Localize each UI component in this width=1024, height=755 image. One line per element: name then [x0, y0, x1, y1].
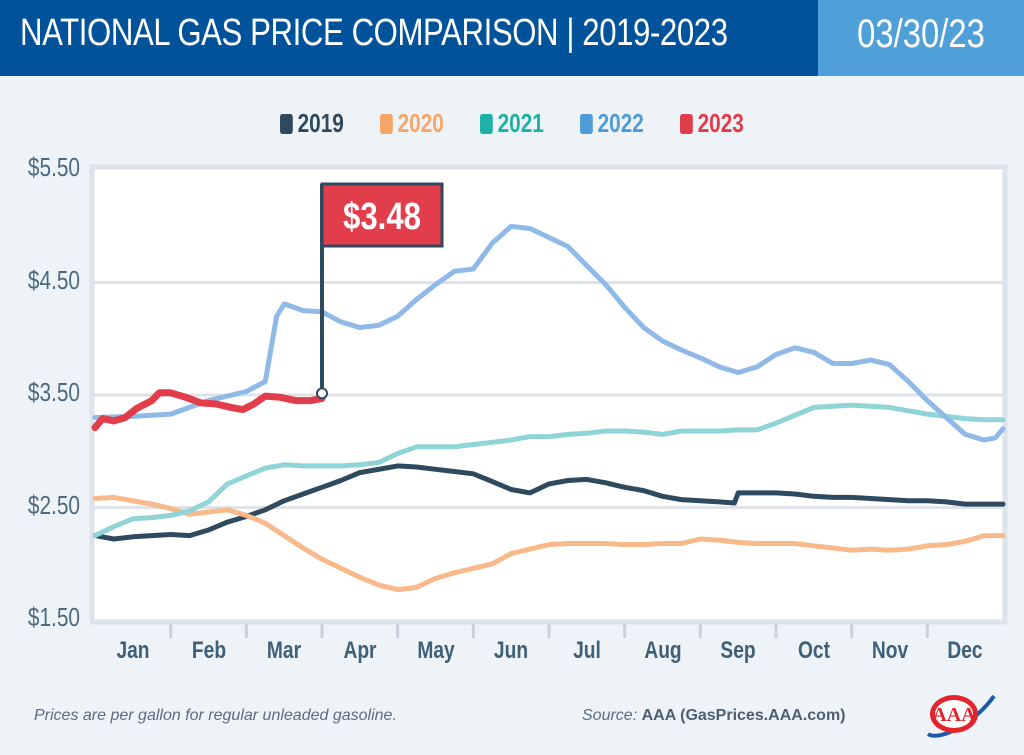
source: Source: AAA (GasPrices.AAA.com) [582, 707, 846, 725]
y-tick-label: $1.50 [27, 602, 80, 632]
series-line-2023 [91, 389, 326, 432]
date-label: 03/30/23 [857, 12, 985, 56]
source-value: AAA (GasPrices.AAA.com) [641, 707, 846, 724]
legend-swatch [679, 113, 693, 134]
legend-swatch [579, 113, 593, 134]
legend-swatch [280, 113, 294, 134]
legend-item-2022: 2022 [579, 108, 644, 139]
x-tick-label: May [416, 637, 455, 664]
series-line-2020 [92, 494, 1006, 593]
aaa-logo-icon: AAA [926, 694, 996, 738]
x-tick-label: Oct [797, 637, 830, 664]
x-ticks [169, 624, 929, 638]
legend-item-2020: 2020 [380, 108, 444, 139]
legend-label: 2020 [397, 108, 445, 138]
title-bar: NATIONAL GAS PRICE COMPARISON | 2019-202… [0, 0, 818, 76]
x-tick-label: Dec [947, 637, 983, 664]
legend-label: 2019 [297, 108, 345, 138]
legend-label: 2021 [497, 108, 544, 138]
footnote: Prices are per gallon for regular unlead… [34, 707, 397, 724]
svg-text:AAA: AAA [932, 704, 976, 726]
flag-label: $3.48 [343, 196, 421, 238]
legend-item-2019: 2019 [280, 108, 344, 139]
x-tick-label: Jan [116, 637, 150, 664]
legend-label: 2023 [697, 108, 744, 138]
x-tick-label: Mar [267, 637, 302, 664]
x-tick-label: Aug [643, 637, 682, 664]
legend-swatch [380, 113, 394, 134]
y-tick-label: $3.50 [27, 377, 80, 407]
x-tick-label: Sep [720, 637, 756, 664]
y-tick-label: $5.50 [27, 152, 80, 182]
flag-marker [316, 387, 328, 400]
x-tick-label: Jun [494, 637, 529, 664]
header: NATIONAL GAS PRICE COMPARISON | 2019-202… [0, 0, 1024, 76]
x-tick-label: Feb [191, 637, 226, 664]
legend-item-2021: 2021 [480, 108, 544, 139]
date-bar: 03/30/23 [818, 0, 1024, 76]
x-tick-label: Apr [343, 637, 377, 664]
x-tick-label: Jul [572, 637, 601, 664]
source-label: Source: [582, 707, 638, 724]
legend: 2019 2020 2021 2022 2023 [0, 108, 1024, 139]
series-line-2022 [92, 223, 1006, 443]
y-tick-label: $2.50 [27, 489, 80, 520]
gridlines [93, 281, 1005, 509]
legend-label: 2022 [597, 108, 644, 138]
y-tick-label: $4.50 [27, 264, 80, 295]
price-flag: $3.48 [316, 182, 444, 400]
legend-item-2023: 2023 [679, 108, 744, 139]
x-tick-label: Nov [871, 637, 908, 664]
series-line-2021 [92, 402, 1006, 539]
series-lines [91, 223, 1006, 593]
flag-box [320, 182, 444, 248]
chart-title: NATIONAL GAS PRICE COMPARISON | 2019-202… [20, 12, 728, 54]
legend-swatch [480, 113, 493, 134]
